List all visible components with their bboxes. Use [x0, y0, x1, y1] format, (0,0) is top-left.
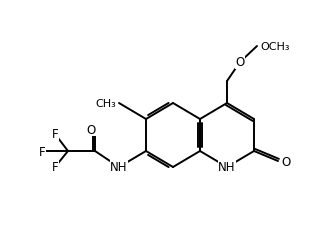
Text: O: O: [236, 56, 245, 69]
Text: O: O: [86, 123, 96, 136]
Text: NH: NH: [110, 161, 128, 174]
Text: F: F: [39, 145, 45, 158]
Text: F: F: [52, 161, 58, 174]
Text: NH: NH: [218, 161, 236, 174]
Text: F: F: [52, 128, 58, 141]
Text: CH₃: CH₃: [95, 99, 116, 109]
Text: OCH₃: OCH₃: [260, 42, 290, 52]
Text: O: O: [281, 155, 291, 168]
